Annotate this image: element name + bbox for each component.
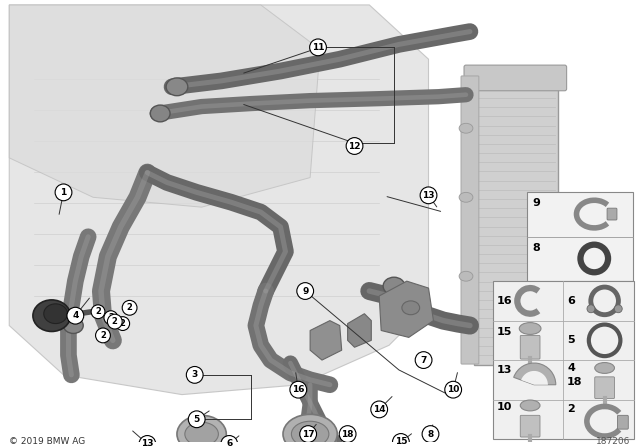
Text: © 2019 BMW AG: © 2019 BMW AG [9, 437, 86, 446]
Circle shape [346, 138, 363, 155]
Text: 9: 9 [532, 198, 540, 208]
Circle shape [415, 352, 432, 368]
Ellipse shape [595, 362, 614, 373]
Text: 2: 2 [127, 303, 132, 312]
Ellipse shape [33, 300, 70, 332]
Ellipse shape [402, 301, 420, 314]
Circle shape [339, 426, 356, 443]
Circle shape [67, 307, 84, 324]
Wedge shape [514, 363, 556, 385]
Circle shape [445, 381, 461, 398]
Text: 15: 15 [395, 437, 407, 447]
Text: 12: 12 [348, 142, 361, 151]
Circle shape [392, 434, 409, 448]
Text: 2: 2 [100, 331, 106, 340]
Text: 187206: 187206 [596, 437, 631, 446]
Ellipse shape [459, 271, 473, 281]
Circle shape [420, 187, 437, 204]
Text: 6: 6 [567, 296, 575, 306]
Text: 8: 8 [428, 430, 434, 439]
Text: 9: 9 [302, 287, 308, 296]
Polygon shape [310, 321, 342, 360]
Ellipse shape [185, 422, 218, 446]
Circle shape [108, 314, 122, 329]
Ellipse shape [177, 415, 227, 448]
Text: 10: 10 [497, 402, 512, 413]
FancyBboxPatch shape [527, 192, 633, 281]
Circle shape [290, 381, 307, 398]
Text: 10: 10 [447, 385, 460, 394]
Circle shape [116, 317, 130, 331]
Text: 14: 14 [373, 405, 385, 414]
FancyBboxPatch shape [607, 208, 617, 220]
Text: 18: 18 [341, 430, 354, 439]
Ellipse shape [44, 304, 67, 323]
FancyBboxPatch shape [493, 281, 634, 439]
Ellipse shape [166, 78, 188, 96]
Ellipse shape [291, 421, 329, 447]
Polygon shape [9, 5, 320, 207]
Polygon shape [348, 314, 371, 347]
Ellipse shape [520, 400, 540, 411]
Circle shape [104, 311, 118, 324]
Text: 2: 2 [120, 319, 125, 328]
Text: 17: 17 [302, 430, 314, 439]
Circle shape [91, 305, 105, 319]
Text: 4: 4 [72, 311, 79, 320]
Ellipse shape [383, 277, 405, 295]
Text: 7: 7 [420, 356, 427, 365]
Text: 13: 13 [422, 191, 435, 200]
Ellipse shape [459, 192, 473, 202]
Ellipse shape [150, 105, 170, 122]
FancyBboxPatch shape [618, 415, 628, 429]
Text: 15: 15 [497, 327, 512, 337]
FancyBboxPatch shape [464, 65, 566, 91]
FancyBboxPatch shape [595, 377, 614, 399]
Ellipse shape [519, 323, 541, 334]
Text: 8: 8 [532, 243, 540, 253]
Text: 13: 13 [141, 439, 154, 448]
Circle shape [297, 283, 314, 299]
Text: 2: 2 [95, 307, 101, 316]
FancyBboxPatch shape [520, 415, 540, 437]
Circle shape [95, 328, 110, 343]
Text: 4: 4 [567, 363, 575, 373]
Circle shape [55, 184, 72, 201]
Text: 2: 2 [112, 317, 118, 326]
Text: 18: 18 [567, 377, 582, 387]
Polygon shape [9, 5, 429, 395]
Text: 2: 2 [567, 405, 575, 414]
Circle shape [300, 426, 317, 443]
FancyBboxPatch shape [474, 79, 557, 365]
Ellipse shape [459, 321, 473, 331]
Circle shape [614, 305, 622, 313]
Circle shape [422, 426, 439, 443]
Text: 2: 2 [108, 313, 114, 322]
Text: 16: 16 [292, 385, 305, 394]
Circle shape [139, 435, 156, 448]
FancyBboxPatch shape [520, 336, 540, 359]
Text: 5: 5 [567, 336, 575, 345]
Circle shape [186, 366, 203, 383]
Circle shape [371, 401, 388, 418]
Circle shape [310, 39, 326, 56]
Polygon shape [379, 281, 433, 337]
Wedge shape [521, 371, 548, 385]
Circle shape [587, 305, 595, 313]
Circle shape [188, 411, 205, 428]
Text: 6: 6 [226, 439, 232, 448]
Ellipse shape [459, 123, 473, 133]
FancyBboxPatch shape [461, 76, 479, 364]
Text: 1: 1 [60, 188, 67, 197]
Ellipse shape [63, 318, 83, 333]
Ellipse shape [283, 414, 337, 448]
Circle shape [122, 301, 137, 315]
Circle shape [221, 435, 237, 448]
Text: 11: 11 [312, 43, 324, 52]
Text: 5: 5 [193, 415, 200, 424]
Text: 16: 16 [497, 296, 512, 306]
Text: 3: 3 [191, 370, 198, 379]
Text: 13: 13 [497, 365, 512, 375]
